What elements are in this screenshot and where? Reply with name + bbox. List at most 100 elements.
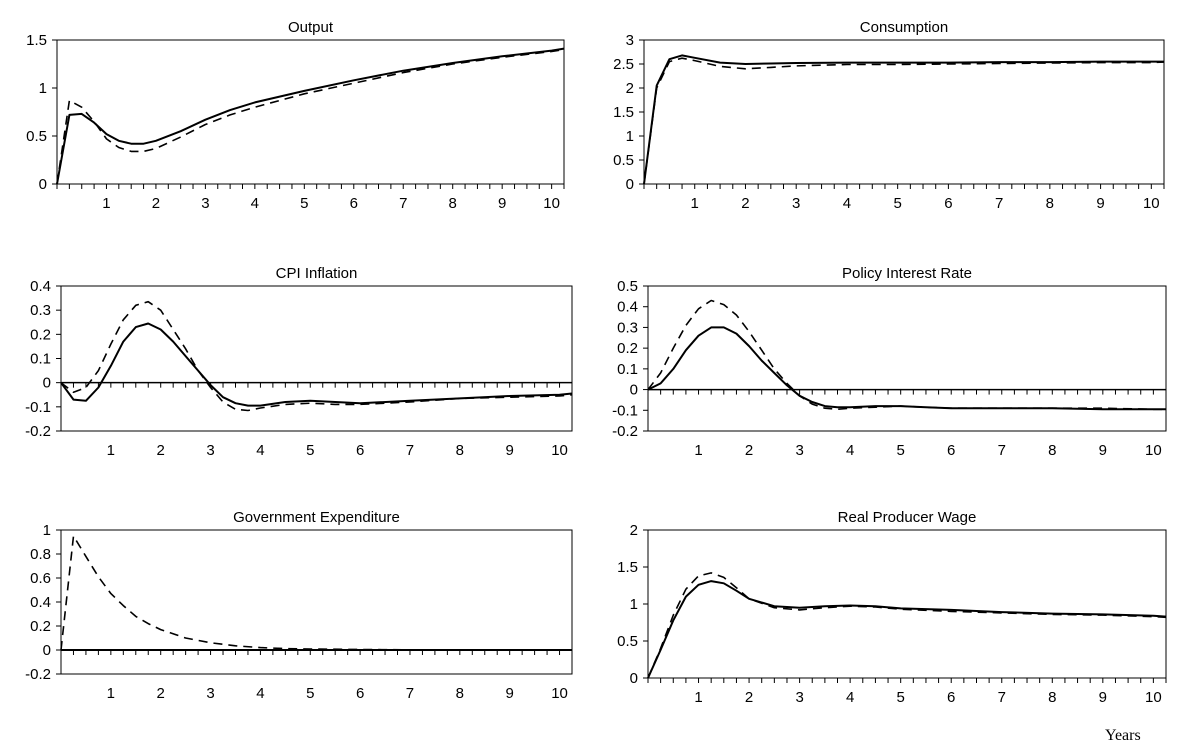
y-tick-label: -0.2: [25, 423, 51, 440]
y-tick-label: 0: [630, 382, 638, 399]
x-tick-label: 5: [897, 689, 905, 706]
chart-panel: Output 0 0.5 1 1.5 1 2 3 4 5 6 7 8 9 10: [26, 19, 565, 212]
x-tick-label: 1: [107, 685, 115, 702]
y-tick-label: 0.1: [617, 361, 638, 378]
x-tick-label: 3: [206, 442, 214, 459]
y-tick-label: 1: [39, 80, 47, 97]
chart-panel: Government Expenditure -0.2 0 0.2 0.4 0.6 0.8 1…: [25, 509, 573, 702]
y-tick-label: 0.2: [30, 326, 51, 343]
x-tick-label: 8: [449, 195, 457, 212]
y-tick-label: 2.5: [613, 56, 634, 73]
x-tick-label: 1: [102, 195, 110, 212]
series-line-solid: [60, 322, 573, 407]
y-tick-label: 0.5: [613, 152, 634, 169]
y-tick-label: 1: [626, 128, 634, 145]
y-tick-label: 1: [43, 522, 51, 539]
plot-frame: [56, 39, 565, 185]
x-tick-label: 9: [1099, 689, 1107, 706]
series-line-dashed: [647, 572, 1167, 679]
x-tick-label: 6: [356, 685, 364, 702]
y-tick-label: 0.4: [30, 278, 51, 295]
series-line-dashed: [56, 48, 565, 185]
y-tick-label: 0: [630, 670, 638, 687]
plot-frame: [647, 285, 1167, 432]
y-tick-label: 2: [626, 80, 634, 97]
x-tick-label: 5: [306, 442, 314, 459]
x-tick-label: 6: [947, 689, 955, 706]
y-tick-label: -0.2: [25, 666, 51, 683]
y-tick-label: 0: [43, 642, 51, 659]
x-tick-label: 10: [551, 685, 568, 702]
y-tick-label: 0.4: [617, 299, 638, 316]
x-tick-label: 7: [998, 689, 1006, 706]
x-tick-label: 5: [893, 195, 901, 212]
x-tick-label: 7: [995, 195, 1003, 212]
x-tick-label: 4: [251, 195, 259, 212]
y-tick-label: 0.5: [617, 633, 638, 650]
x-tick-label: 2: [741, 195, 749, 212]
plot-frame: [60, 529, 573, 675]
y-tick-label: 0.3: [30, 302, 51, 319]
y-tick-label: 0: [39, 176, 47, 193]
y-tick-label: 0.8: [30, 546, 51, 563]
y-tick-label: 0: [43, 375, 51, 392]
x-tick-label: 8: [1046, 195, 1054, 212]
y-tick-label: 1.5: [26, 32, 47, 49]
series-line-solid: [643, 54, 1164, 185]
x-tick-label: 2: [157, 685, 165, 702]
y-tick-label: 0.3: [617, 319, 638, 336]
x-tick-label: 10: [543, 195, 560, 212]
x-tick-label: 1: [694, 442, 702, 459]
x-tick-label: 3: [792, 195, 800, 212]
series-line-dashed: [643, 57, 1165, 185]
chart-title: Consumption: [860, 19, 948, 36]
x-tick-label: 2: [157, 442, 165, 459]
chart-title: Output: [288, 19, 334, 36]
x-tick-label: 1: [107, 442, 115, 459]
x-tick-label: 9: [1099, 442, 1107, 459]
y-tick-label: 0.2: [30, 618, 51, 635]
y-tick-label: 0.6: [30, 570, 51, 587]
y-tick-label: 1.5: [617, 559, 638, 576]
chart-title: Government Expenditure: [233, 509, 400, 526]
y-tick-label: 2: [630, 522, 638, 539]
x-tick-label: 4: [256, 685, 264, 702]
plot-frame: [60, 285, 573, 432]
x-tick-label: 4: [256, 442, 264, 459]
chart-panel: Consumption 0 0.5 1 1.5 2 2.5 3 1 2 3 4 5 6 7 8 9 10: [613, 19, 1165, 212]
x-tick-label: 8: [456, 685, 464, 702]
x-tick-label: 6: [350, 195, 358, 212]
y-tick-label: 3: [626, 32, 634, 49]
plot-frame: [647, 529, 1167, 679]
x-tick-label: 2: [745, 689, 753, 706]
x-tick-label: 5: [306, 685, 314, 702]
x-tick-label: 7: [399, 195, 407, 212]
x-tick-label: 1: [691, 195, 699, 212]
x-tick-label: 7: [406, 442, 414, 459]
x-tick-label: 10: [551, 442, 568, 459]
x-tick-label: 3: [795, 689, 803, 706]
x-tick-label: 9: [498, 195, 506, 212]
x-tick-label: 10: [1145, 442, 1162, 459]
x-unit-label: Years: [1105, 727, 1141, 744]
y-tick-label: -0.2: [612, 423, 638, 440]
x-tick-label: 10: [1143, 195, 1160, 212]
x-tick-label: 6: [947, 442, 955, 459]
x-tick-label: 6: [944, 195, 952, 212]
chart-title: CPI Inflation: [276, 265, 358, 282]
x-tick-label: 9: [1096, 195, 1104, 212]
series-line-dashed: [647, 299, 1166, 411]
x-tick-label: 1: [694, 689, 702, 706]
y-tick-label: -0.1: [612, 402, 638, 419]
x-tick-label: 9: [506, 685, 514, 702]
y-tick-label: 0.4: [30, 594, 51, 611]
x-tick-label: 3: [795, 442, 803, 459]
x-tick-label: 5: [897, 442, 905, 459]
y-tick-label: 1.5: [613, 104, 634, 121]
y-tick-label: 0: [626, 176, 634, 193]
chart-panel: Policy Interest Rate -0.2 -0.1 0 0.1 0.2 0.3 0.…: [612, 265, 1167, 459]
x-tick-label: 4: [846, 689, 854, 706]
x-tick-label: 3: [206, 685, 214, 702]
x-tick-label: 3: [201, 195, 209, 212]
